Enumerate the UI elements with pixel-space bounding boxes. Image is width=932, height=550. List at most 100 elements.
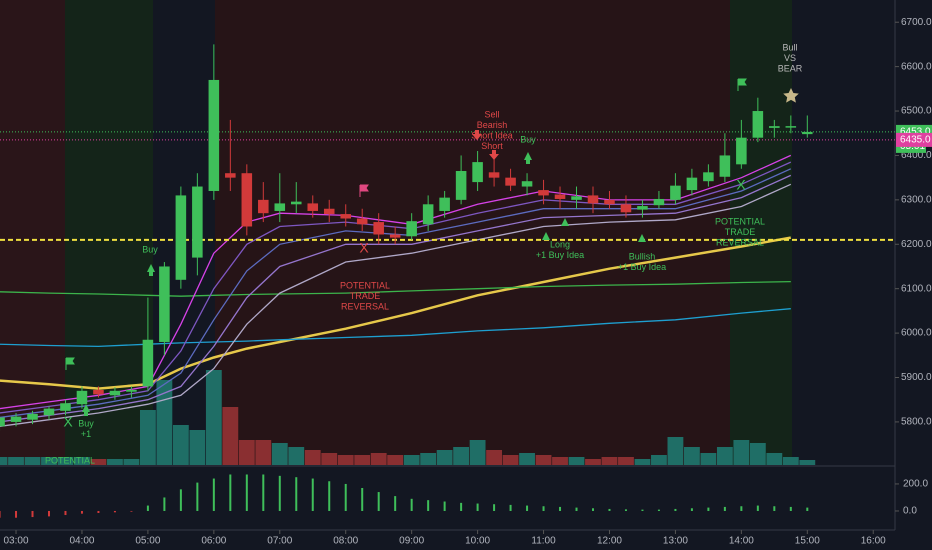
osc-bar	[443, 501, 446, 511]
x-tick-label: 11:00	[531, 536, 556, 547]
star	[783, 88, 799, 103]
candle-body	[538, 190, 549, 196]
candle-body	[27, 413, 38, 420]
osc-bar	[15, 510, 18, 518]
flag	[737, 78, 747, 91]
candle-body	[439, 197, 450, 211]
volume-bar	[172, 425, 189, 465]
candle-body	[604, 199, 615, 205]
candle-body	[93, 389, 104, 395]
ma-line	[0, 236, 792, 390]
volume-bar	[24, 457, 41, 465]
osc-bar	[97, 510, 100, 513]
osc-bar	[674, 508, 677, 511]
volume-bar	[139, 410, 156, 465]
candle-body	[258, 199, 269, 214]
osc-bar	[806, 507, 809, 511]
osc-bar	[476, 503, 479, 511]
candle-body	[505, 177, 516, 186]
volume-bar	[453, 447, 470, 465]
osc-bar	[328, 481, 331, 511]
volume-bar	[321, 453, 338, 465]
volume-bar	[337, 455, 354, 465]
price-box-label: 6435.0	[900, 135, 931, 146]
annotation: Bullish	[629, 251, 656, 261]
annotation: Buy	[142, 244, 158, 254]
annotation: Buy	[78, 418, 94, 428]
osc-bar	[377, 492, 380, 511]
candle-body	[703, 172, 714, 182]
y-tick-label: 6100.0	[901, 283, 932, 294]
osc-bar	[47, 510, 50, 517]
candle-body	[389, 234, 401, 238]
x-tick-label: 10:00	[465, 536, 490, 547]
volume-bar	[354, 455, 371, 465]
x-tick-label: 08:00	[333, 536, 358, 547]
volume-bar	[123, 459, 140, 465]
osc-bar	[526, 505, 529, 511]
osc-bar	[311, 478, 314, 511]
osc-bar	[64, 510, 67, 516]
candle-body	[43, 408, 55, 416]
annotation: POTENTIAL	[340, 280, 390, 290]
volume-bar	[57, 457, 74, 465]
annotation: X	[359, 240, 369, 256]
candle-body	[587, 195, 599, 204]
candle-body	[521, 181, 533, 187]
osc-bar	[295, 477, 298, 511]
osc-bar	[509, 504, 512, 511]
volume-bar	[634, 459, 651, 465]
candle-body	[356, 218, 368, 225]
annotation: Bearish	[477, 120, 508, 130]
volume-bar	[502, 455, 519, 465]
buy-arrow	[524, 152, 532, 164]
ma-line	[0, 183, 792, 427]
y-tick-label: 5800.0	[901, 417, 932, 428]
plot-layer	[0, 44, 895, 518]
candle-body	[340, 214, 351, 219]
volume-bar	[90, 459, 107, 465]
osc-bar	[262, 474, 265, 511]
osc-bar	[196, 482, 199, 511]
annotation: +1 Buy Idea	[536, 250, 584, 260]
volume-bar	[222, 407, 239, 465]
candle-body	[406, 221, 417, 237]
volume-bar	[255, 440, 272, 465]
annotation: REVERSAL	[341, 301, 389, 311]
volume-bar	[733, 440, 750, 465]
volume-bar	[782, 457, 799, 465]
volume-bar	[271, 443, 288, 465]
candle-body	[126, 389, 137, 392]
volume-bar	[486, 450, 502, 465]
session-shade	[0, 0, 65, 465]
volume-bar	[370, 453, 387, 465]
annotation: Sell	[484, 109, 499, 119]
osc-bar	[657, 509, 660, 511]
candle-body	[159, 266, 170, 342]
candle-body	[0, 417, 5, 427]
volume-bar	[0, 457, 8, 465]
candle-body	[653, 198, 665, 206]
x-tick-label: 15:00	[795, 536, 820, 547]
osc-bar	[427, 500, 430, 511]
flag	[65, 357, 75, 370]
volume-bar	[700, 453, 717, 465]
candle-body	[455, 170, 467, 200]
osc-bar	[344, 483, 347, 511]
buy-arrow	[542, 232, 550, 240]
osc-bar	[542, 506, 545, 511]
x-tick-label: 13:00	[663, 536, 688, 547]
volume-bar	[387, 455, 404, 465]
annotation: VS	[784, 53, 796, 63]
buy-arrow	[147, 264, 155, 276]
x-tick-label: 04:00	[69, 536, 94, 547]
y-tick-label: 6500.0	[901, 106, 932, 117]
osc-bar	[130, 510, 133, 512]
volume-bar	[749, 443, 766, 465]
annotation: TRADE	[725, 227, 756, 237]
volume-bar	[568, 457, 585, 465]
osc-tick-label: 200.0	[903, 479, 928, 490]
candle-body	[769, 126, 780, 128]
x-tick-label: 14:00	[729, 536, 754, 547]
candle-body	[10, 416, 22, 422]
